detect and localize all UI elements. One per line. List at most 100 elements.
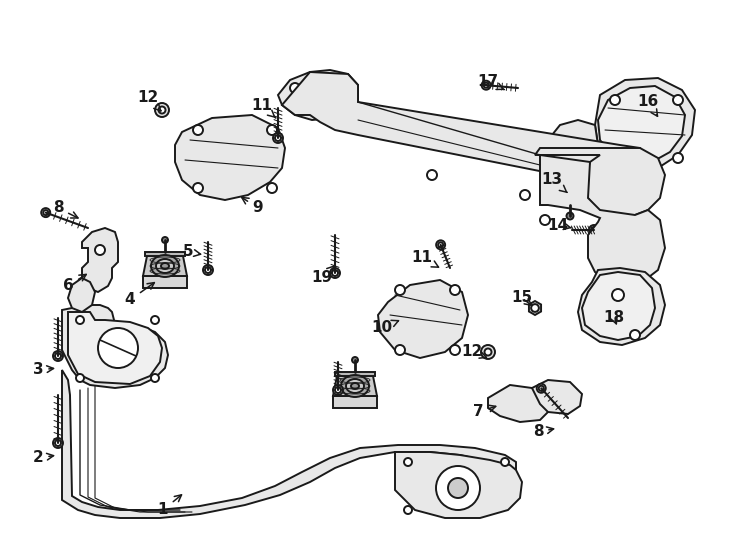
Circle shape: [155, 103, 169, 117]
Circle shape: [332, 270, 338, 276]
Circle shape: [436, 466, 480, 510]
Ellipse shape: [351, 383, 359, 389]
Circle shape: [673, 95, 683, 105]
Circle shape: [162, 237, 168, 243]
Circle shape: [273, 133, 283, 143]
Text: 13: 13: [542, 172, 567, 192]
Circle shape: [610, 153, 620, 163]
Polygon shape: [532, 380, 582, 414]
Text: 2: 2: [32, 450, 54, 465]
Circle shape: [267, 125, 277, 135]
Circle shape: [330, 268, 340, 278]
Circle shape: [427, 170, 437, 180]
Text: 3: 3: [33, 362, 54, 377]
Circle shape: [448, 478, 468, 498]
Circle shape: [481, 345, 495, 359]
Polygon shape: [540, 155, 665, 285]
Circle shape: [333, 385, 343, 395]
Circle shape: [41, 208, 50, 217]
Polygon shape: [378, 280, 468, 358]
Circle shape: [531, 304, 539, 312]
Circle shape: [404, 506, 412, 514]
Polygon shape: [333, 376, 377, 396]
Circle shape: [290, 103, 300, 113]
Circle shape: [610, 95, 620, 105]
Polygon shape: [550, 120, 598, 165]
Circle shape: [450, 285, 460, 295]
Circle shape: [193, 183, 203, 193]
Text: 15: 15: [512, 291, 533, 306]
Circle shape: [275, 135, 281, 141]
Polygon shape: [68, 278, 95, 312]
Circle shape: [290, 83, 300, 93]
Polygon shape: [578, 268, 665, 345]
Text: 16: 16: [637, 94, 658, 116]
Ellipse shape: [346, 379, 364, 393]
Polygon shape: [68, 312, 162, 384]
Polygon shape: [535, 148, 665, 215]
Circle shape: [55, 440, 61, 446]
Text: 10: 10: [371, 320, 399, 335]
Circle shape: [55, 353, 61, 359]
Text: 1: 1: [158, 495, 181, 517]
Circle shape: [404, 458, 412, 466]
Circle shape: [501, 458, 509, 466]
Circle shape: [395, 345, 405, 355]
Polygon shape: [598, 86, 685, 165]
Circle shape: [564, 186, 576, 198]
Circle shape: [586, 178, 594, 186]
Polygon shape: [62, 370, 516, 518]
Circle shape: [95, 245, 105, 255]
Ellipse shape: [151, 255, 179, 277]
Circle shape: [436, 240, 445, 249]
Text: 18: 18: [603, 310, 625, 326]
Circle shape: [539, 386, 544, 391]
Polygon shape: [595, 78, 695, 172]
Text: 5: 5: [183, 245, 200, 260]
Circle shape: [484, 348, 492, 355]
Text: 7: 7: [473, 404, 495, 420]
Circle shape: [630, 330, 640, 340]
Polygon shape: [62, 305, 168, 388]
Circle shape: [612, 289, 624, 301]
Polygon shape: [82, 228, 118, 292]
Polygon shape: [145, 252, 185, 256]
Circle shape: [567, 213, 573, 219]
Circle shape: [151, 316, 159, 324]
Circle shape: [267, 183, 277, 193]
Polygon shape: [278, 70, 358, 120]
Ellipse shape: [341, 375, 369, 397]
Text: 11: 11: [252, 98, 276, 118]
Circle shape: [203, 265, 213, 275]
Circle shape: [484, 83, 489, 87]
Text: 8: 8: [533, 424, 553, 440]
Circle shape: [43, 210, 48, 215]
Polygon shape: [333, 396, 377, 408]
Ellipse shape: [156, 259, 174, 273]
Circle shape: [540, 215, 550, 225]
Circle shape: [193, 125, 203, 135]
Circle shape: [673, 153, 683, 163]
Text: 14: 14: [548, 218, 571, 233]
Text: 4: 4: [125, 282, 154, 307]
Polygon shape: [542, 180, 598, 205]
Text: 17: 17: [477, 75, 504, 90]
Ellipse shape: [161, 263, 169, 269]
Text: 12: 12: [137, 91, 161, 111]
Circle shape: [159, 106, 165, 113]
Text: 9: 9: [241, 198, 264, 215]
Polygon shape: [143, 276, 187, 288]
Polygon shape: [395, 452, 522, 518]
Text: 11: 11: [412, 251, 439, 267]
Ellipse shape: [549, 177, 591, 207]
Text: 12: 12: [462, 345, 487, 360]
Circle shape: [589, 225, 599, 235]
Circle shape: [537, 384, 546, 393]
Circle shape: [335, 387, 341, 393]
Text: 19: 19: [311, 266, 335, 286]
Circle shape: [546, 178, 554, 186]
Circle shape: [76, 374, 84, 382]
Polygon shape: [175, 115, 285, 200]
Circle shape: [53, 351, 63, 361]
Circle shape: [98, 328, 138, 368]
